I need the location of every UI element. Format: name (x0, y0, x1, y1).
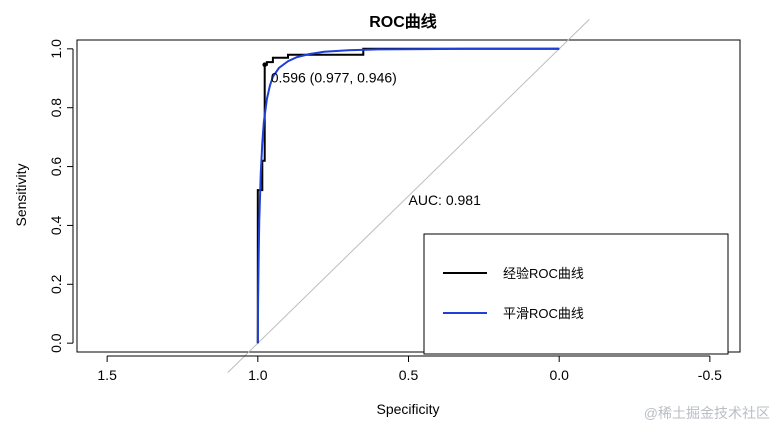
diagonal-reference-line (227, 19, 590, 373)
y-tick-label: 0.0 (48, 333, 64, 353)
legend-label: 经验ROC曲线 (503, 266, 584, 281)
y-tick-label: 0.2 (48, 274, 64, 294)
y-tick-label: 0.8 (48, 98, 64, 118)
legend-label: 平滑ROC曲线 (503, 306, 584, 321)
optimal-cutoff-point (262, 62, 268, 68)
auc-label: AUC: 0.981 (409, 192, 482, 208)
y-axis-label: Sensitivity (13, 163, 29, 226)
y-tick-label: 1.0 (48, 39, 64, 59)
x-tick-label: 0.0 (549, 367, 569, 383)
y-tick-label: 0.6 (48, 157, 64, 177)
y-tick-label: 0.4 (48, 215, 64, 235)
smoothed-roc-line (256, 47, 560, 344)
optimal-cutoff-label: 0.596 (0.977, 0.946) (271, 70, 397, 86)
x-axis-label: Specificity (376, 401, 439, 417)
empirical-roc-line (256, 47, 560, 344)
x-tick-label: 1.5 (97, 367, 117, 383)
x-tick-label: 1.0 (248, 367, 268, 383)
legend-box (423, 233, 729, 355)
x-tick-label: -0.5 (698, 367, 722, 383)
chart-title: ROC曲线 (369, 12, 437, 31)
plot-frame (76, 39, 741, 353)
watermark: @稀土掘金技术社区 (643, 405, 770, 421)
x-tick-label: 0.5 (399, 367, 419, 383)
